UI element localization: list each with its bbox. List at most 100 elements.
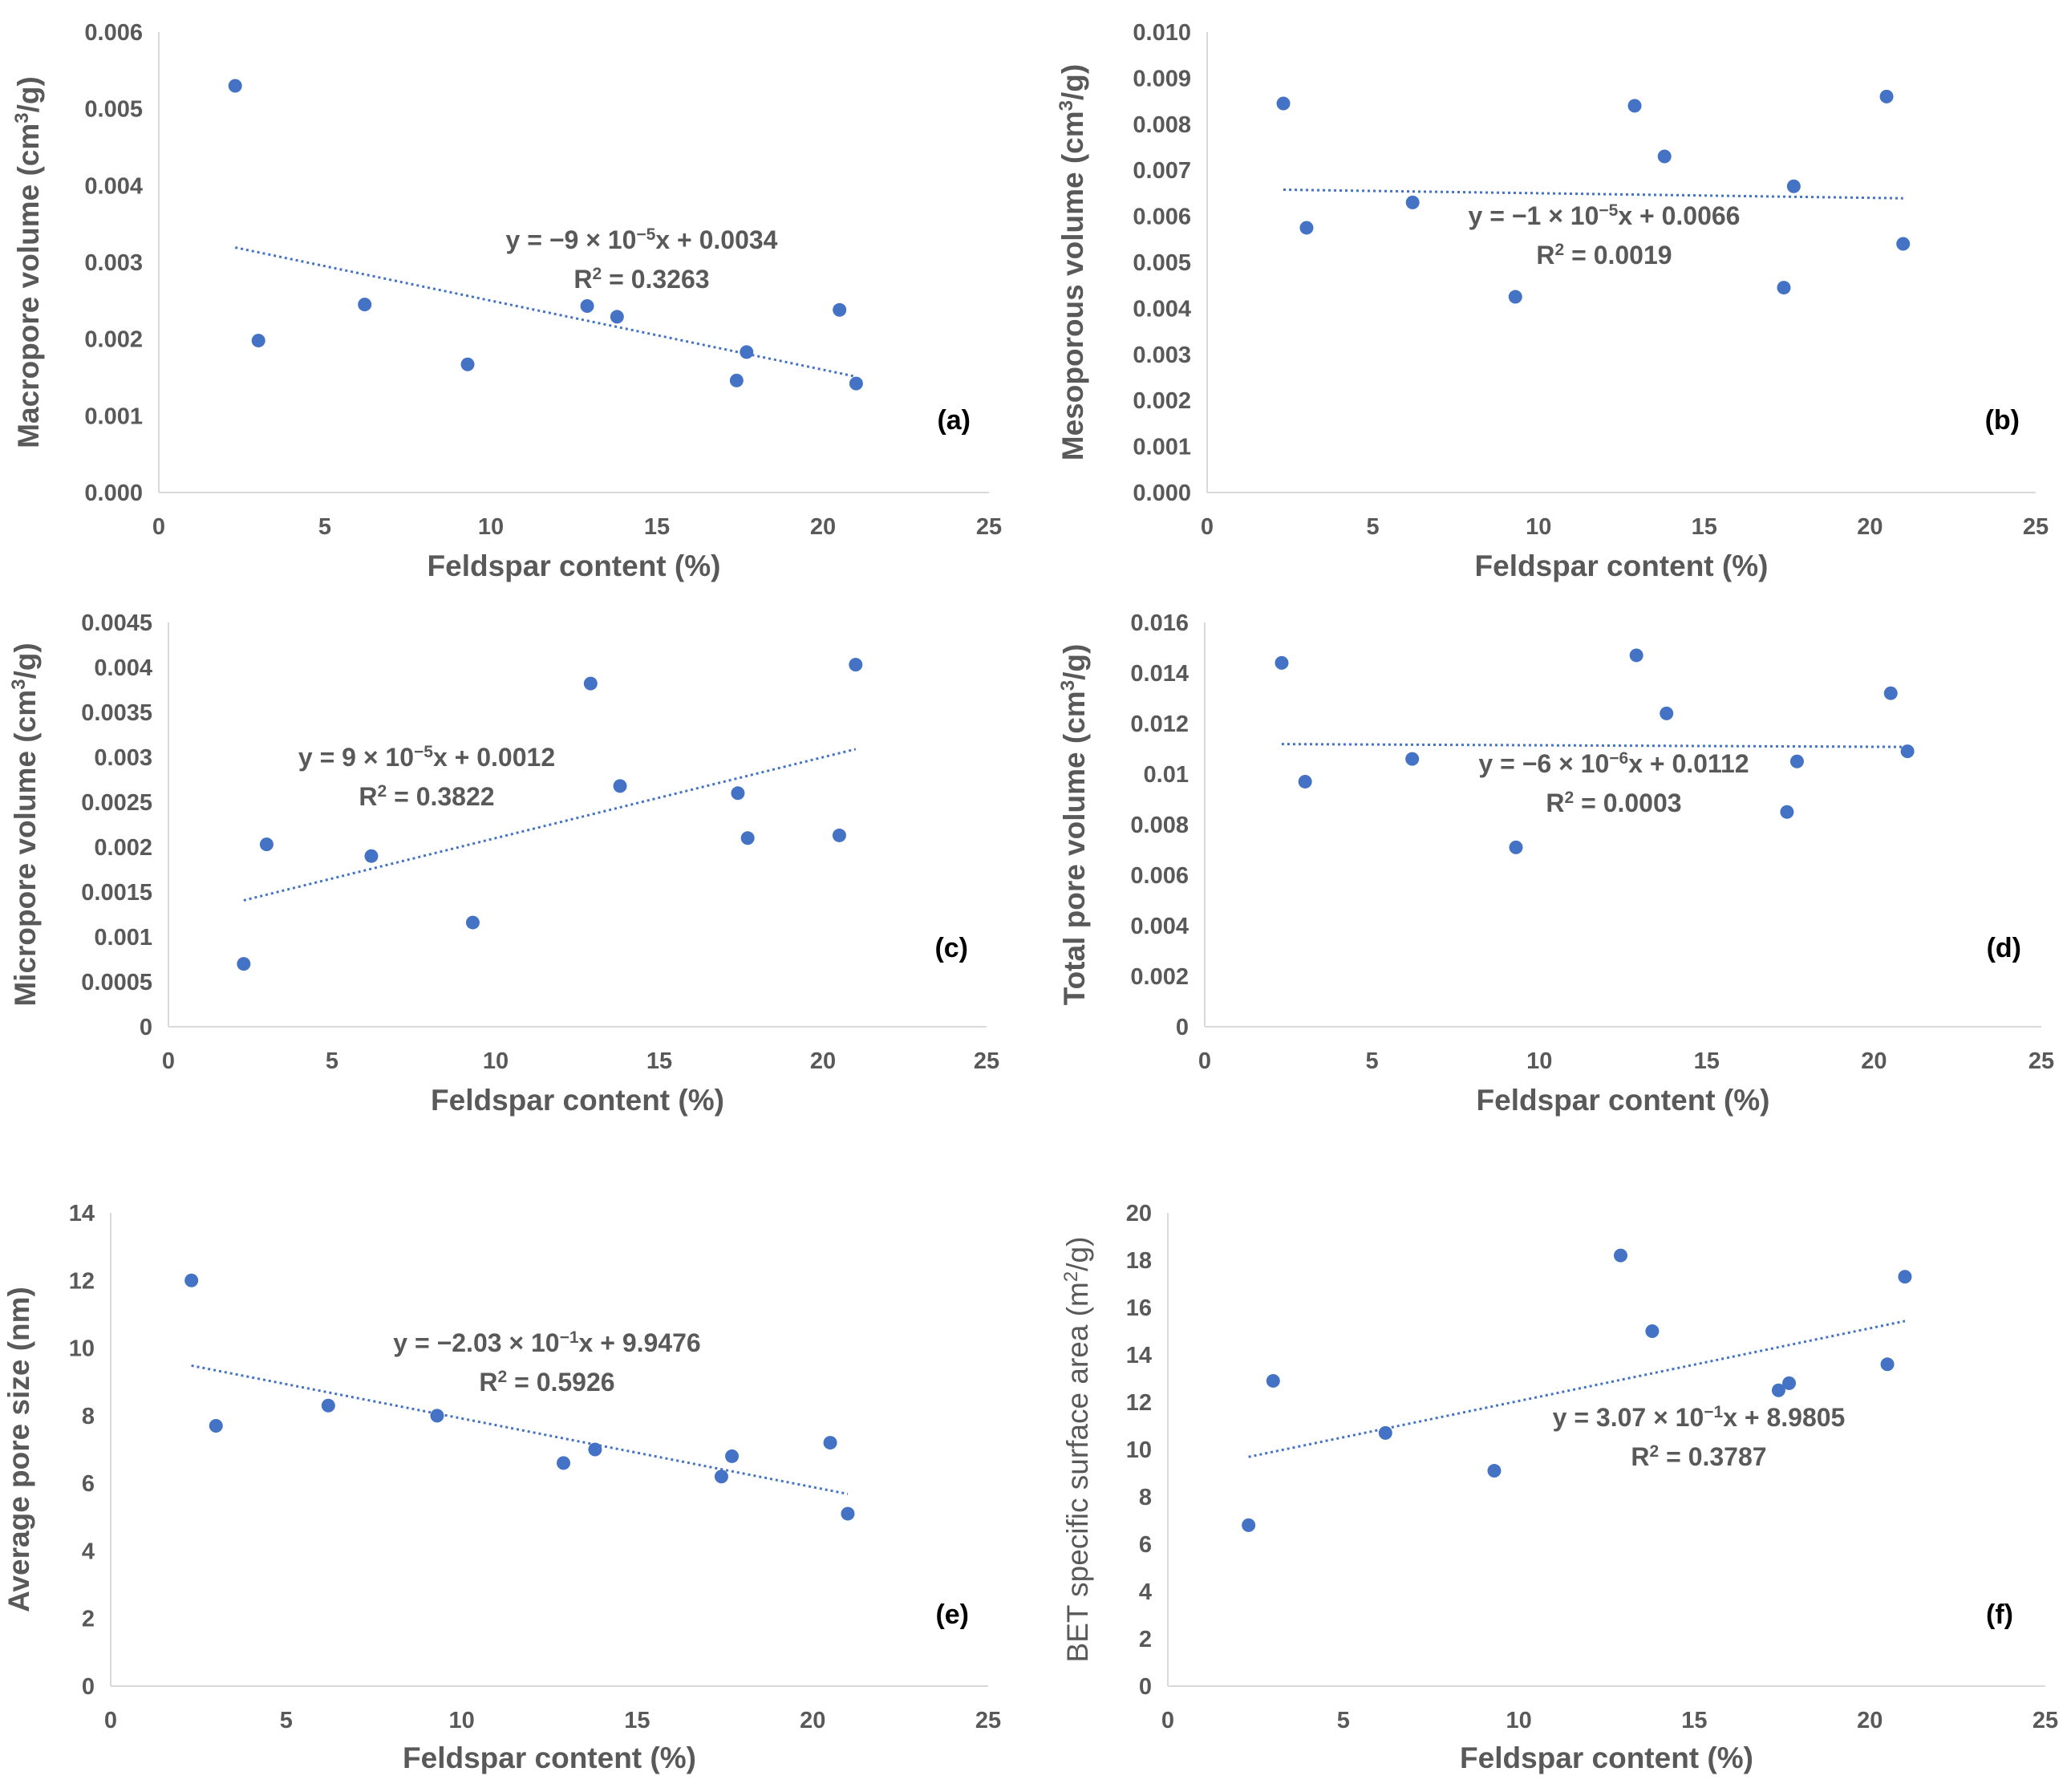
y-axis-title-superscript: 3: [8, 679, 30, 690]
panel-label: (b): [1985, 405, 2020, 436]
y-tick-label: 0.003: [1133, 343, 1191, 368]
r-squared: R2 = 0.3787: [1631, 1442, 1766, 1472]
x-tick-label: 5: [326, 1048, 338, 1074]
data-point: [1789, 754, 1804, 768]
y-axis-title: BET specific surface area (m2/g): [1060, 1237, 1095, 1663]
y-tick-label: 0.014: [1130, 661, 1189, 687]
y-tick-label: 0: [1139, 1674, 1152, 1700]
y-tick-label: 0.002: [1130, 964, 1189, 990]
y-tick-label: 14: [69, 1201, 95, 1226]
y-axis-title-text: Total pore volume (cm: [1058, 691, 1091, 1005]
r-squared-text: R: [359, 782, 377, 811]
y-axis-title: Average pore size (nm): [2, 1287, 35, 1612]
panel-e: 0 5 10 15 20 25 0 2 4 6 8 10 12 14 Feldspar content (%…: [2, 1201, 1001, 1774]
data-point: [259, 837, 274, 852]
x-tick-label: 15: [1681, 1708, 1707, 1733]
data-point: [841, 1506, 855, 1521]
y-tick-label: 0.007: [1133, 158, 1191, 184]
x-tick-label: 5: [1337, 1708, 1350, 1733]
data-point: [823, 1436, 837, 1450]
data-point: [731, 786, 745, 801]
trendline: [191, 1364, 849, 1495]
equation-exponent: −5: [636, 225, 655, 244]
data-point: [1777, 281, 1791, 295]
equation-text: y = −1 × 10: [1469, 201, 1599, 230]
x-tick-label: 0: [1201, 514, 1214, 540]
y-tick-label: 12: [69, 1268, 95, 1294]
trendline: [243, 748, 857, 902]
data-point: [849, 658, 863, 672]
y-tick-label: 0.008: [1133, 112, 1191, 138]
x-tick-label: 15: [646, 1048, 672, 1074]
y-tick-label: 8: [1139, 1485, 1152, 1510]
trendline: [1281, 743, 1908, 748]
data-point: [358, 298, 372, 312]
data-point: [740, 345, 754, 359]
y-axis-title-text: Mesoporous volume (cm: [1056, 111, 1089, 460]
data-point: [1509, 840, 1523, 854]
x-axis-title: Feldspar content (%): [1460, 1741, 1753, 1774]
data-point: [613, 779, 627, 793]
y-tick-label: 0.002: [84, 327, 143, 353]
panel-label: (c): [934, 933, 968, 963]
y-tick-label: 0.016: [1130, 610, 1189, 636]
y-axis-title-text: Average pore size (nm): [2, 1287, 35, 1612]
data-point: [849, 376, 863, 391]
data-point: [1487, 1464, 1502, 1478]
x-tick-label: 0: [162, 1048, 175, 1074]
data-point: [588, 1442, 602, 1457]
r-squared-text: = 0.5926: [507, 1368, 614, 1397]
r-squared-superscript: 2: [1650, 1442, 1660, 1461]
y-tick-label: 0.001: [94, 925, 152, 951]
equation-text: y = −2.03 × 10: [393, 1328, 559, 1357]
x-tick-label: 15: [1694, 1048, 1720, 1074]
r-squared: R2 = 0.5926: [479, 1368, 614, 1397]
y-tick-label: 0.003: [94, 745, 152, 771]
equation-text: x + 0.0012: [433, 743, 555, 772]
x-tick-label: 5: [1366, 1048, 1379, 1074]
y-axis-title-text: /g): [12, 76, 45, 112]
x-tick-label: 25: [2023, 514, 2049, 540]
data-point: [1299, 221, 1314, 235]
r-squared-text: = 0.3263: [602, 265, 709, 294]
data-point: [1298, 774, 1312, 789]
x-tick-label: 5: [318, 514, 331, 540]
x-tick-label: 15: [644, 514, 670, 540]
x-axis-title: Feldspar content (%): [428, 549, 721, 582]
trendline-equation: y = −9 × 10−5x + 0.0034: [506, 225, 778, 255]
y-axis-title-superscript: 3: [1057, 680, 1079, 691]
y-axis-title-text: /g): [1058, 644, 1091, 680]
x-tick-label: 20: [800, 1708, 825, 1733]
r-squared-text: R: [479, 1368, 497, 1397]
y-axis-title-text: Micropore volume (cm: [9, 690, 42, 1007]
data-point: [228, 79, 242, 93]
data-point: [237, 957, 251, 971]
data-point: [209, 1419, 223, 1433]
x-tick-label: 20: [1857, 514, 1883, 540]
data-point: [1660, 706, 1674, 720]
x-tick-label: 25: [975, 1708, 1001, 1733]
r-squared-text: R: [1631, 1442, 1649, 1471]
y-tick-label: 0.0035: [81, 700, 152, 726]
data-point: [1900, 744, 1915, 759]
y-tick-label: 14: [1126, 1343, 1152, 1368]
data-point: [1771, 1383, 1785, 1397]
r-squared-superscript: 2: [498, 1368, 508, 1386]
r-squared-text: = 0.3822: [387, 782, 494, 811]
equation-text: y = −6 × 10: [1478, 749, 1609, 778]
y-axis-title-superscript: 2: [1060, 1271, 1082, 1282]
y-axis-title: Micropore volume (cm3/g): [8, 643, 43, 1006]
x-tick-label: 0: [1198, 1048, 1211, 1074]
y-tick-label: 2: [1139, 1627, 1152, 1652]
y-tick-label: 4: [82, 1539, 95, 1564]
x-axis-title: Feldspar content (%): [1475, 549, 1769, 582]
y-tick-label: 10: [69, 1336, 95, 1362]
x-tick-label: 25: [2028, 1048, 2054, 1074]
x-tick-label: 20: [1857, 1708, 1883, 1733]
y-axis-title-text: BET specific surface area (m: [1061, 1282, 1094, 1662]
equation-exponent: −1: [1704, 1403, 1723, 1421]
data-point: [364, 849, 379, 863]
data-point: [557, 1456, 571, 1470]
y-tick-label: 16: [1126, 1295, 1152, 1321]
r-squared-superscript: 2: [1555, 241, 1565, 259]
